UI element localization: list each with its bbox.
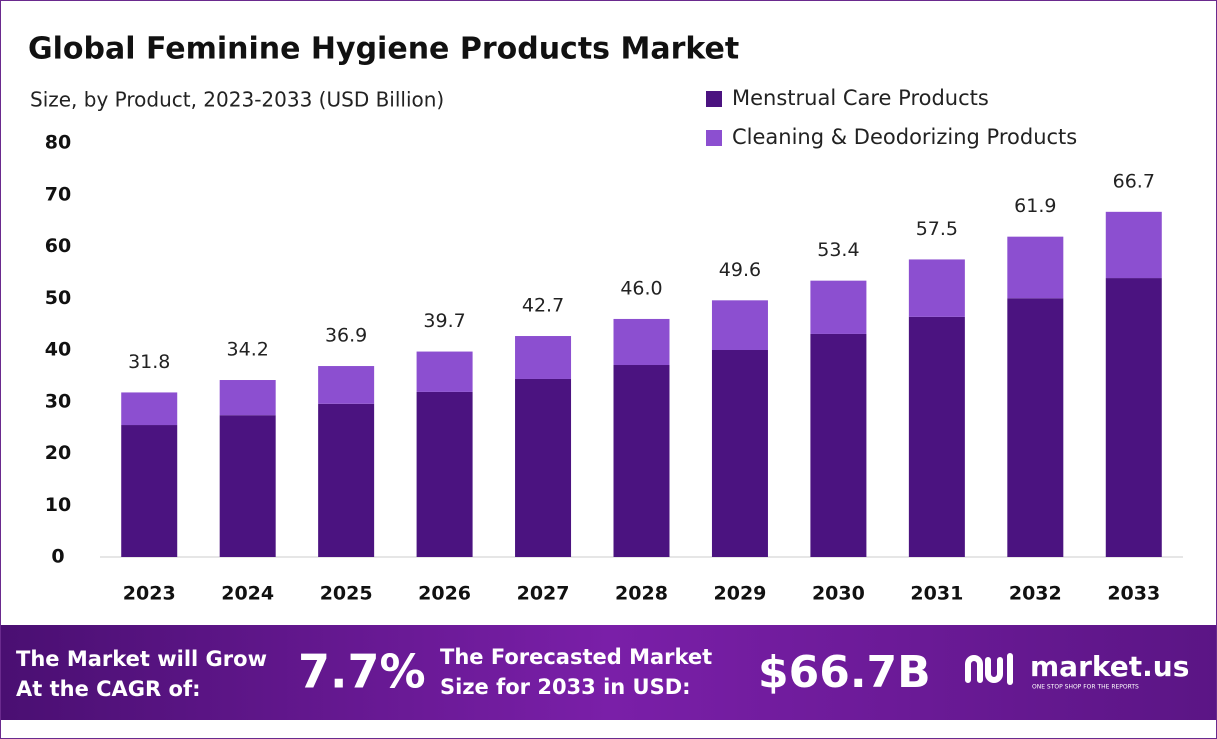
bar-segment <box>1007 236 1064 299</box>
bar-segment <box>908 316 965 557</box>
bar-segment <box>219 415 276 557</box>
y-tick-label: 20 <box>45 442 71 464</box>
footer-banner <box>1 625 1216 720</box>
total-label: 34.2 <box>227 339 269 361</box>
x-tick-label: 2031 <box>910 583 963 605</box>
legend-label: Cleaning & Deodorizing Products <box>732 125 1077 149</box>
bar-segment <box>711 350 768 557</box>
bar-segment <box>908 259 965 317</box>
bar-segment <box>711 300 768 350</box>
x-tick-label: 2025 <box>320 583 373 605</box>
brand: market.us <box>1030 650 1189 683</box>
footer-text: Size for 2033 in USD: <box>440 675 691 699</box>
footer-text: The Market will Grow <box>16 647 267 671</box>
total-label: 31.8 <box>128 351 170 373</box>
bar-segment <box>219 380 276 416</box>
total-label: 57.5 <box>916 218 958 240</box>
bar-segment <box>121 392 178 426</box>
cagr-value: 7.7% <box>298 645 426 699</box>
bar-segment <box>810 280 867 334</box>
y-tick-label: 70 <box>45 183 71 205</box>
y-tick-label: 30 <box>45 390 71 412</box>
bar-segment <box>416 391 473 557</box>
footer-text: At the CAGR of: <box>16 677 201 701</box>
brand-logo <box>965 653 1013 685</box>
x-tick-label: 2028 <box>615 583 668 605</box>
y-tick-label: 10 <box>45 494 71 516</box>
chart-subtitle: Size, by Product, 2023-2033 (USD Billion… <box>30 88 444 112</box>
total-label: 39.7 <box>423 310 465 332</box>
chart-title: Global Feminine Hygiene Products Market <box>28 32 739 67</box>
x-tick-label: 2032 <box>1009 583 1062 605</box>
x-tick-label: 2026 <box>418 583 471 605</box>
total-label: 46.0 <box>620 277 662 299</box>
y-tick-label: 80 <box>45 132 71 154</box>
bar-segment <box>416 351 473 392</box>
bar-segment <box>515 378 572 557</box>
bar-segment <box>613 365 670 557</box>
y-tick-label: 50 <box>45 287 71 309</box>
footer-text: The Forecasted Market <box>440 645 712 669</box>
legend-swatch <box>706 91 722 107</box>
x-tick-label: 2027 <box>517 583 570 605</box>
total-label: 61.9 <box>1014 195 1056 217</box>
bar-segment <box>1007 298 1064 557</box>
x-tick-label: 2029 <box>714 583 767 605</box>
legend-label: Menstrual Care Products <box>732 86 989 110</box>
total-label: 49.6 <box>719 259 761 281</box>
y-tick-label: 0 <box>51 546 64 568</box>
x-tick-label: 2024 <box>221 583 274 605</box>
total-label: 53.4 <box>817 239 859 261</box>
bar-segment <box>515 336 572 379</box>
total-label: 66.7 <box>1113 170 1155 192</box>
x-tick-label: 2033 <box>1107 583 1160 605</box>
bar-segment <box>613 318 670 366</box>
total-label: 36.9 <box>325 325 367 347</box>
bar-segment <box>318 366 375 404</box>
legend-swatch <box>706 130 722 146</box>
tagline: ONE STOP SHOP FOR THE REPORTS <box>1032 684 1139 691</box>
bar-segment <box>1105 278 1162 557</box>
x-tick-label: 2030 <box>812 583 865 605</box>
y-tick-label: 40 <box>45 339 71 361</box>
bar-segment <box>121 425 178 557</box>
x-tick-label: 2023 <box>123 583 176 605</box>
forecast-value: $66.7B <box>758 647 931 698</box>
total-label: 42.7 <box>522 295 564 317</box>
y-tick-label: 60 <box>45 235 71 257</box>
bar-segment <box>1105 211 1162 279</box>
bar-segment <box>810 333 867 557</box>
bar-segment <box>318 403 375 557</box>
